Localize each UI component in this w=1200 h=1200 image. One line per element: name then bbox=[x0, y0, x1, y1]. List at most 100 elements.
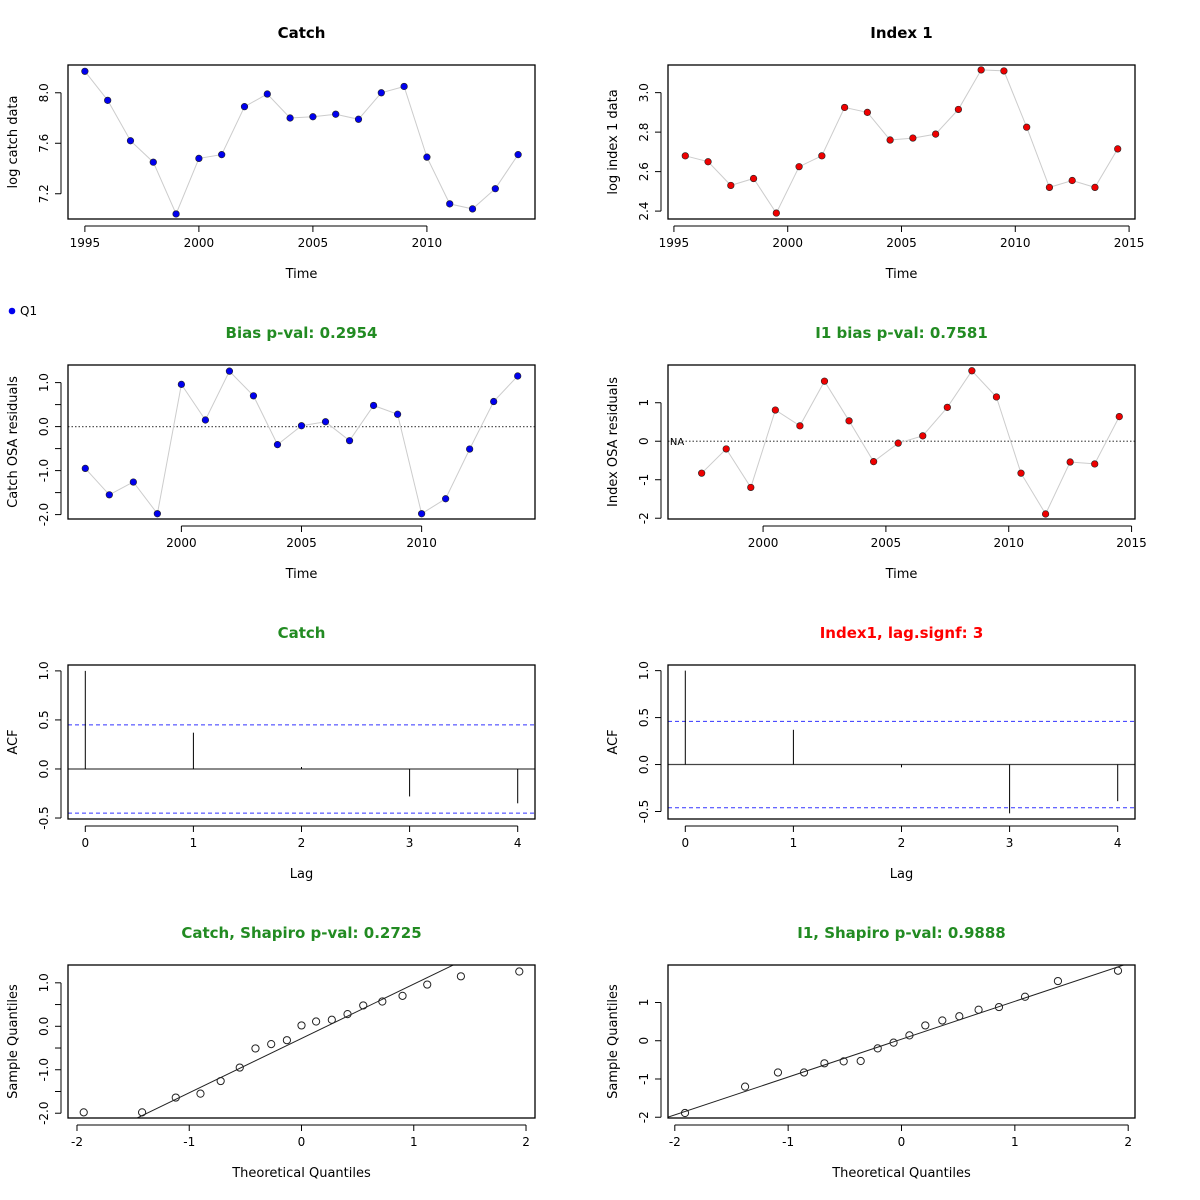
catch-acf-panel: Catch 0 1 2 3 4 Lag -0.5 0.0 0.5 1.0 ACF bbox=[6, 624, 536, 882]
qq-point bbox=[456, 972, 466, 981]
data-point bbox=[909, 134, 917, 142]
data-point bbox=[129, 478, 137, 486]
y-axis-label: ACF bbox=[606, 729, 621, 754]
y-tick-label: -2 bbox=[637, 1111, 651, 1123]
x-tick-label: 2 bbox=[898, 836, 906, 850]
data-point bbox=[225, 367, 234, 375]
chart-title: Index 1 bbox=[870, 24, 933, 42]
data-point bbox=[749, 174, 758, 183]
data-point bbox=[820, 377, 829, 385]
data-point bbox=[1000, 67, 1008, 75]
y-axis: 2.4 2.6 2.8 3.0 log index 1 data bbox=[606, 83, 662, 221]
x-axis-label: Theoretical Quantiles bbox=[831, 1166, 971, 1181]
x-tick-label: -2 bbox=[669, 1135, 681, 1149]
data-point bbox=[263, 90, 271, 98]
y-axis: -0.5 0.0 0.5 1.0 ACF bbox=[606, 661, 662, 823]
qq-point bbox=[740, 1082, 750, 1091]
data-point bbox=[446, 200, 454, 208]
y-axis-label: log index 1 data bbox=[606, 89, 621, 194]
y-tick-label: 1.0 bbox=[37, 373, 51, 392]
x-tick-label: 2005 bbox=[298, 236, 329, 250]
y-tick-label: -2.0 bbox=[37, 1102, 51, 1125]
chart-title: Catch, Shapiro p-val: 0.2725 bbox=[181, 924, 421, 942]
y-tick-label: 0.0 bbox=[37, 417, 51, 436]
data-point bbox=[1114, 145, 1122, 153]
x-tick-label: 2005 bbox=[286, 536, 317, 550]
x-tick-label: 2015 bbox=[1116, 536, 1147, 550]
data-point bbox=[1017, 469, 1025, 477]
y-tick-label: 2.8 bbox=[637, 123, 651, 142]
qq-point bbox=[267, 1040, 276, 1049]
x-tick-label: -1 bbox=[782, 1135, 794, 1149]
y-tick-label: 2.4 bbox=[637, 202, 651, 221]
y-axis: -2.0 -1.0 0.0 1.0 Sample Quantiles bbox=[6, 973, 62, 1125]
y-tick-label: 7.2 bbox=[37, 184, 51, 203]
data-point bbox=[514, 372, 522, 380]
x-tick-label: 0 bbox=[81, 836, 89, 850]
index-data-panel: Index 1 1995 2000 2005 2010 2015 Time 2.4 2.6 2.8… bbox=[606, 24, 1144, 282]
y-tick-label: 1 bbox=[637, 399, 651, 407]
y-tick-label: -1 bbox=[637, 474, 651, 486]
legend-marker bbox=[8, 307, 16, 315]
y-tick-label: -2 bbox=[637, 512, 651, 524]
y-axis: -2 -1 0 1 Sample Quantiles bbox=[606, 984, 662, 1123]
data-point bbox=[841, 103, 849, 112]
x-tick-label: 1995 bbox=[70, 236, 101, 250]
qq-point bbox=[423, 980, 432, 989]
data-point bbox=[698, 469, 706, 477]
plot-area bbox=[79, 965, 524, 1118]
x-axis: -2 -1 0 1 2 Theoretical Quantiles bbox=[669, 1124, 1132, 1181]
y-tick-label: 0.0 bbox=[37, 1017, 51, 1036]
qq-point bbox=[921, 1021, 930, 1030]
qq-point bbox=[327, 1015, 336, 1024]
plot-frame bbox=[67, 964, 536, 1119]
qq-point bbox=[820, 1059, 829, 1068]
y-tick-label: -1.0 bbox=[37, 459, 51, 482]
x-axis-label: Time bbox=[885, 267, 918, 282]
legend-label: Q1 bbox=[20, 304, 37, 318]
y-tick-label: 1.0 bbox=[637, 661, 651, 680]
y-tick-label: 0.0 bbox=[637, 755, 651, 774]
y-tick-label: 0.5 bbox=[37, 710, 51, 729]
x-tick-label: 0 bbox=[681, 836, 689, 850]
qq-point bbox=[79, 1108, 88, 1117]
chart-title: I1 bias p-val: 0.7581 bbox=[815, 324, 988, 342]
x-axis-label: Lag bbox=[890, 867, 913, 882]
data-point bbox=[1023, 123, 1031, 131]
qq-point bbox=[680, 1108, 690, 1118]
x-tick-label: 0 bbox=[298, 1135, 306, 1149]
data-point bbox=[772, 209, 780, 217]
data-point bbox=[954, 105, 962, 114]
data-point bbox=[992, 393, 1001, 401]
chart-title: Index1, lag.signf: 3 bbox=[820, 624, 984, 642]
qq-point bbox=[196, 1089, 205, 1098]
qq-point bbox=[398, 991, 407, 1000]
x-axis-label: Time bbox=[285, 267, 318, 282]
x-tick-label: 2000 bbox=[166, 536, 197, 550]
data-point bbox=[704, 158, 712, 166]
data-point bbox=[795, 163, 803, 171]
x-axis-label: Theoretical Quantiles bbox=[231, 1166, 371, 1181]
y-axis-label: ACF bbox=[6, 729, 21, 754]
x-tick-label: 1 bbox=[790, 836, 798, 850]
qq-point bbox=[1053, 976, 1063, 986]
data-point bbox=[943, 403, 951, 411]
data-point bbox=[491, 185, 499, 193]
catch-qq-panel: Catch, Shapiro p-val: 0.2725 -2 -1 0 1 2 Theor… bbox=[6, 924, 536, 1181]
qq-point bbox=[873, 1044, 882, 1053]
x-tick-label: 2010 bbox=[993, 536, 1024, 550]
x-axis: 2000 2005 2010 Time bbox=[166, 525, 437, 582]
x-tick-label: 2 bbox=[1124, 1135, 1132, 1149]
data-point bbox=[968, 367, 976, 375]
plot-area bbox=[68, 670, 535, 814]
qq-point bbox=[955, 1012, 964, 1021]
y-tick-label: -1 bbox=[637, 1073, 651, 1085]
y-axis-label: Sample Quantiles bbox=[6, 984, 21, 1099]
data-point bbox=[1066, 458, 1074, 466]
qq-point bbox=[282, 1036, 292, 1045]
data-point bbox=[105, 491, 113, 499]
series-line bbox=[84, 70, 519, 216]
data-point bbox=[81, 67, 89, 75]
data-point bbox=[172, 210, 180, 218]
data-point bbox=[681, 152, 689, 160]
